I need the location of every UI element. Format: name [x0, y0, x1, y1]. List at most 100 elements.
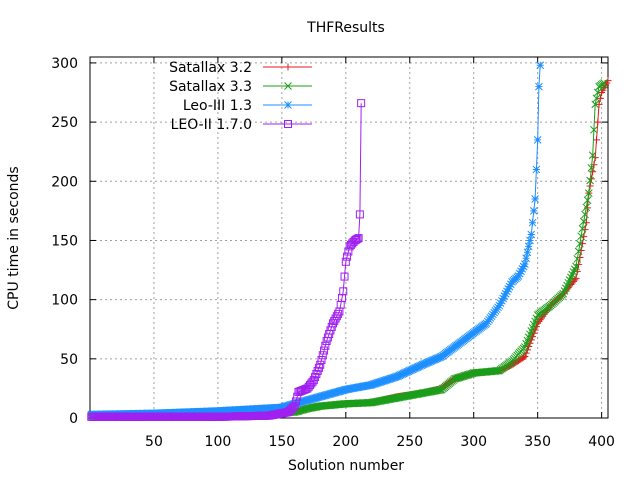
- star-marker: [506, 280, 515, 289]
- plus-marker: [572, 274, 580, 282]
- square-marker: [355, 210, 364, 219]
- star-marker: [505, 282, 514, 291]
- star-marker: [529, 207, 538, 215]
- x-marker: [581, 210, 589, 219]
- x-marker: [582, 203, 591, 212]
- square-marker: [289, 403, 298, 412]
- x-tick-label: 50: [145, 434, 163, 450]
- star-marker: [432, 354, 441, 363]
- square-marker: [284, 120, 292, 128]
- square-marker: [317, 356, 326, 365]
- square-marker: [318, 351, 327, 360]
- star-marker: [533, 135, 542, 144]
- star-marker: [528, 218, 537, 227]
- star-marker: [503, 287, 511, 296]
- legend-item: Leo-III 1.3: [183, 98, 312, 114]
- series-group: [87, 61, 612, 421]
- star-marker: [518, 265, 527, 273]
- star-marker: [535, 82, 543, 91]
- x-marker: [587, 164, 596, 172]
- square-marker: [316, 360, 325, 369]
- y-axis-title: CPU time in seconds: [6, 166, 22, 309]
- x-marker: [574, 247, 583, 256]
- x-marker: [436, 385, 445, 394]
- x-marker: [586, 176, 594, 185]
- y-tick-label: 250: [51, 115, 78, 131]
- square-marker: [343, 252, 352, 261]
- x-marker: [600, 79, 609, 87]
- star-marker: [436, 353, 445, 361]
- star-marker: [526, 236, 534, 245]
- x-marker: [590, 125, 598, 134]
- square-marker: [334, 309, 343, 318]
- x-tick-label: 250: [396, 434, 423, 450]
- x-tick-label: 150: [268, 434, 295, 450]
- square-marker: [332, 312, 341, 321]
- square-marker: [353, 234, 362, 243]
- plus-marker: [596, 94, 604, 102]
- legend-item: Satallax 3.3: [169, 79, 312, 95]
- square-marker: [321, 341, 330, 350]
- star-marker: [418, 360, 427, 369]
- chart-title: THFResults: [306, 20, 385, 36]
- star-marker: [515, 269, 524, 278]
- star-marker: [536, 61, 545, 70]
- legend-item: Satallax 3.2: [169, 60, 312, 76]
- square-marker: [354, 234, 363, 243]
- plus-marker: [594, 118, 602, 126]
- square-marker: [341, 257, 350, 266]
- x-marker: [576, 239, 584, 248]
- plus-marker: [537, 314, 545, 322]
- legend-label: LEO-II 1.7.0: [171, 117, 252, 133]
- star-marker: [531, 195, 539, 203]
- star-marker: [422, 359, 431, 367]
- square-marker: [291, 397, 300, 406]
- x-marker: [284, 82, 292, 90]
- x-marker: [578, 224, 587, 233]
- star-marker: [421, 359, 429, 368]
- star-marker: [500, 292, 509, 300]
- star-marker: [425, 358, 433, 366]
- x-marker: [593, 88, 602, 97]
- square-marker: [339, 287, 348, 296]
- star-marker: [430, 355, 438, 364]
- star-marker: [419, 360, 428, 369]
- star-marker: [423, 358, 432, 367]
- x-marker: [577, 232, 585, 241]
- y-tick-label: 50: [60, 352, 78, 368]
- star-marker: [517, 267, 525, 276]
- star-marker: [524, 242, 533, 251]
- star-marker: [522, 254, 530, 263]
- square-marker: [352, 235, 361, 244]
- x-marker: [572, 262, 580, 271]
- x-marker: [435, 386, 444, 394]
- y-tick-label: 200: [51, 174, 78, 190]
- star-marker: [514, 272, 523, 280]
- x-tick-label: 400: [588, 434, 615, 450]
- x-tick-label: 350: [524, 434, 551, 450]
- star-marker: [431, 355, 440, 364]
- star-marker: [523, 248, 532, 257]
- y-tick-label: 0: [69, 411, 78, 427]
- x-marker: [583, 196, 592, 205]
- x-marker: [579, 217, 588, 226]
- x-tick-label: 300: [460, 434, 487, 450]
- star-marker: [504, 285, 513, 293]
- legend-label: Satallax 3.2: [169, 60, 252, 76]
- y-tick-label: 150: [51, 233, 78, 249]
- axis-ticks: 50 100 150 200 250 300 350 400 0 50 100 150 200 250 30…: [51, 56, 615, 450]
- plus-marker: [595, 100, 603, 108]
- x-marker: [592, 94, 601, 103]
- legend-item: LEO-II 1.7.0: [171, 117, 312, 133]
- legend-label: Satallax 3.3: [169, 79, 252, 95]
- x-tick-label: 200: [332, 434, 359, 450]
- star-marker: [284, 101, 292, 109]
- plus-marker: [521, 352, 529, 360]
- x-marker: [591, 100, 600, 109]
- plus-marker: [284, 63, 292, 71]
- star-marker: [427, 357, 436, 365]
- star-marker: [527, 230, 536, 239]
- star-marker: [426, 357, 435, 366]
- square-marker: [340, 272, 349, 281]
